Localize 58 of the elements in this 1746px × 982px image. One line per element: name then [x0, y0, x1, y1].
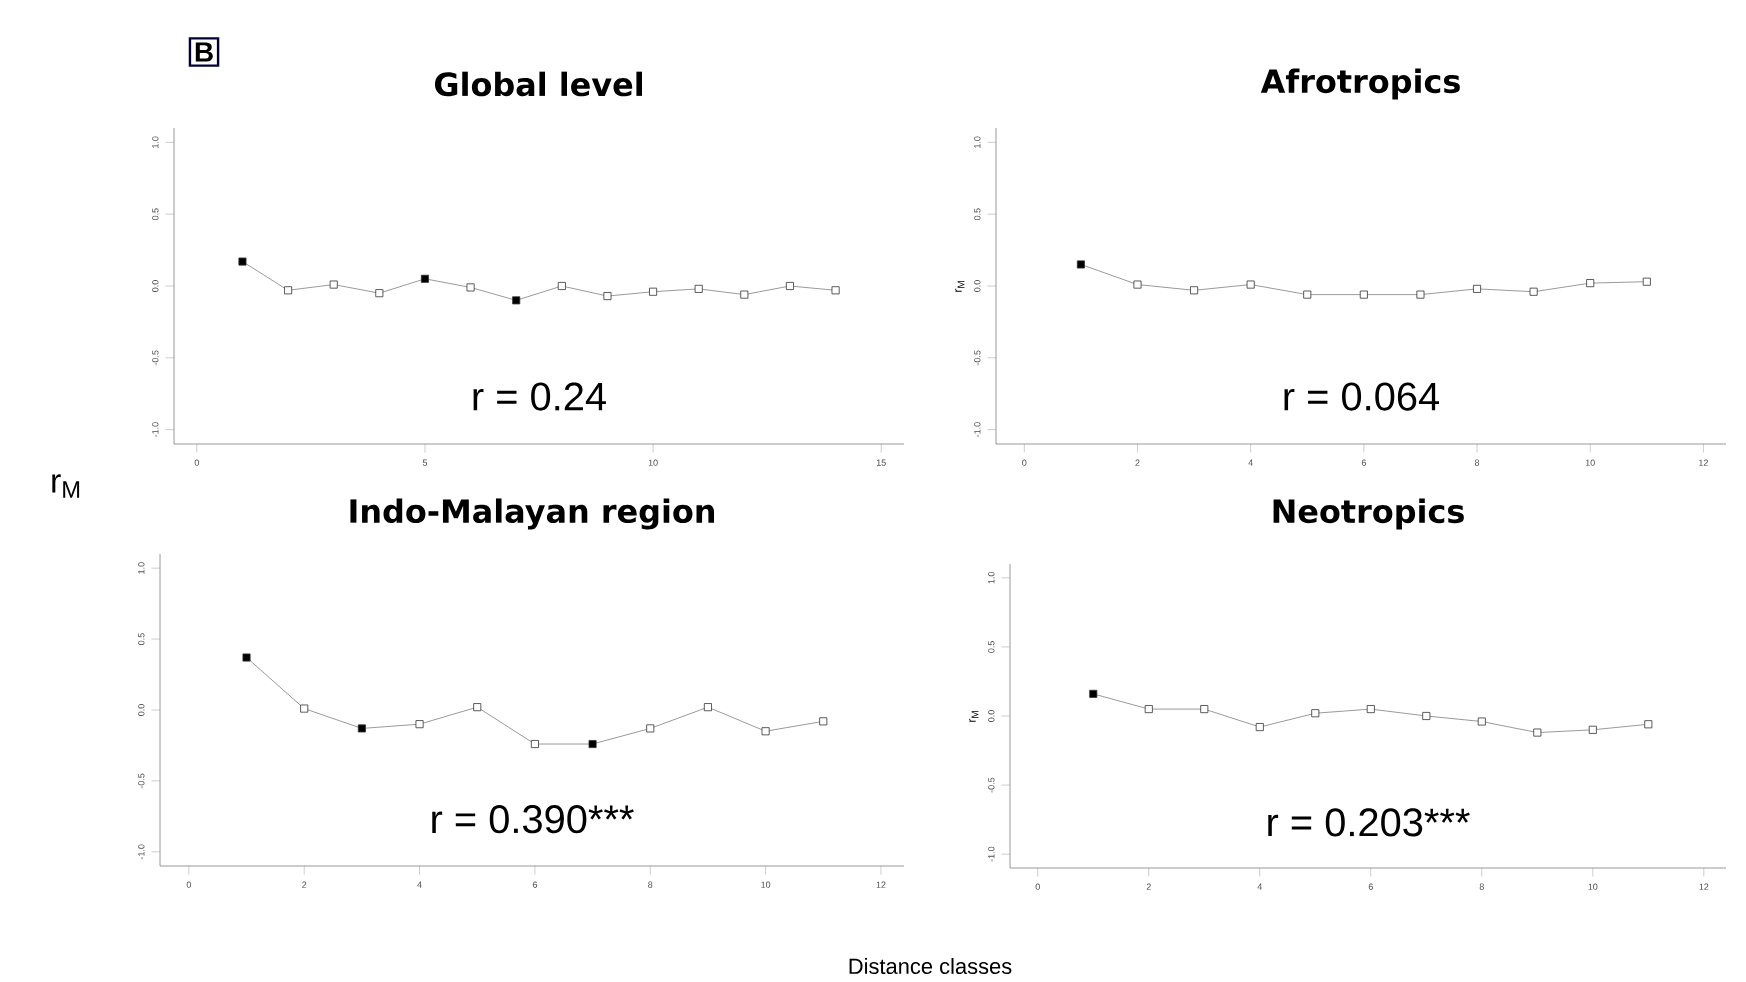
- chart-title: Indo-Malayan region: [350, 498, 715, 530]
- point: [557, 282, 566, 290]
- annotation: r = 0.24: [473, 382, 606, 411]
- point: [1190, 286, 1199, 295]
- point: [1644, 720, 1653, 729]
- point: [1255, 723, 1264, 732]
- point: [1133, 280, 1142, 289]
- point: [300, 704, 309, 713]
- point: [1422, 711, 1431, 720]
- point: [466, 283, 475, 292]
- point: [603, 292, 612, 301]
- point: [703, 703, 712, 712]
- point: [1359, 290, 1368, 299]
- point: [588, 740, 597, 749]
- point: [1477, 717, 1486, 726]
- point: [1366, 705, 1375, 714]
- point: [415, 720, 424, 729]
- point: [1144, 705, 1153, 714]
- point: [1533, 728, 1542, 737]
- point: [242, 653, 251, 662]
- text: B: [195, 42, 213, 62]
- point: [1416, 290, 1425, 299]
- point: [1246, 280, 1255, 289]
- point: [694, 284, 703, 293]
- point: [1200, 705, 1209, 714]
- x-axis-title: Distance classes: [849, 957, 1012, 975]
- point: [1089, 689, 1098, 698]
- point: [238, 257, 247, 266]
- point: [1473, 284, 1482, 293]
- point: [1586, 279, 1595, 288]
- chart-title: Afrotropics: [1260, 68, 1460, 100]
- point: [1076, 260, 1085, 269]
- point: [1311, 709, 1320, 718]
- point: [1588, 725, 1597, 734]
- point: [1642, 277, 1651, 286]
- annotation: r = 0.203***: [1268, 808, 1470, 837]
- point: [284, 286, 293, 295]
- annotation: r = 0.064: [1284, 382, 1440, 411]
- point: [1529, 287, 1538, 296]
- point: [785, 282, 794, 290]
- point: [819, 717, 828, 726]
- point: [831, 286, 840, 295]
- annotation: r = 0.390***: [432, 805, 634, 834]
- point: [649, 287, 658, 296]
- point: [357, 724, 366, 733]
- point: [473, 703, 482, 712]
- chart-title: Neotropics: [1273, 498, 1464, 530]
- point: [1303, 290, 1312, 299]
- y-axis-title: r$_{M}$: [52, 474, 80, 498]
- point: [329, 280, 338, 289]
- point: [530, 740, 539, 749]
- point: [740, 290, 749, 299]
- point: [375, 289, 384, 298]
- point: [420, 274, 429, 283]
- chart-title: Global level: [434, 71, 642, 97]
- point: [646, 724, 655, 733]
- point: [761, 727, 770, 736]
- point: [512, 296, 521, 305]
